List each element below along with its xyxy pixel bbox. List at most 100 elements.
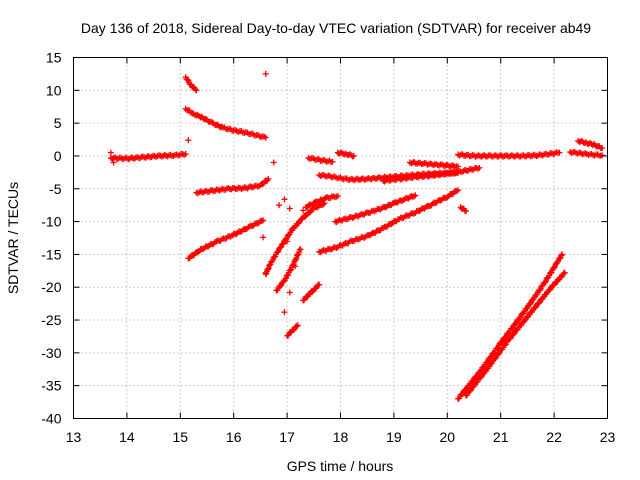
data-point	[262, 269, 269, 276]
data-point	[334, 192, 341, 199]
data-point	[412, 192, 419, 199]
series-track-9	[302, 192, 341, 211]
x-tick-label: 20	[440, 429, 456, 445]
data-point	[259, 181, 266, 188]
x-tick-label: 13	[66, 429, 82, 445]
data-point	[469, 378, 476, 385]
x-tick-label: 19	[386, 429, 402, 445]
y-axis-title: SDTVAR / TECUs	[5, 182, 21, 294]
data-point	[382, 224, 389, 231]
data-point	[453, 188, 460, 195]
series-track-18	[457, 204, 469, 215]
x-tick-label: 18	[333, 429, 349, 445]
data-point	[292, 263, 299, 270]
data-point	[501, 341, 508, 348]
data-point	[316, 281, 323, 288]
y-tick-label: -20	[41, 279, 61, 295]
data-point	[193, 87, 200, 94]
x-tick-label: 14	[119, 429, 135, 445]
data-point	[416, 208, 423, 215]
data-point	[294, 322, 301, 329]
data-point	[437, 197, 444, 204]
data-point	[458, 391, 465, 398]
data-point	[184, 76, 191, 83]
data-point	[535, 300, 542, 307]
data-point	[277, 282, 284, 289]
series-track-3	[193, 175, 272, 197]
x-tick-label: 23	[600, 429, 616, 445]
data-point	[294, 252, 301, 259]
data-point	[506, 335, 513, 342]
series-track-0	[107, 150, 189, 163]
ticks	[73, 57, 608, 419]
data-point	[260, 217, 267, 224]
data-point	[550, 264, 557, 271]
data-point	[192, 86, 199, 93]
y-tick-label: -25	[41, 312, 61, 328]
data-point	[382, 204, 389, 211]
data-point	[182, 150, 189, 157]
data-point	[599, 152, 606, 159]
y-tick-label: -15	[41, 246, 61, 262]
series-track-5	[262, 200, 328, 278]
y-tick-label: -40	[41, 411, 61, 427]
data-point	[209, 119, 216, 126]
data-point	[279, 241, 286, 248]
series-track-13	[316, 187, 461, 256]
data-point	[410, 193, 417, 200]
series-track-14	[334, 149, 357, 160]
x-tick-labels: 13 14 15 16 17 18 19 20 21 22 23	[66, 429, 616, 445]
data-point	[206, 242, 213, 249]
data-point	[556, 149, 563, 156]
series-track-7	[284, 322, 301, 339]
data-point	[258, 217, 265, 224]
x-tick-label: 16	[226, 429, 242, 445]
data-point	[512, 320, 519, 327]
x-tick-label: 15	[173, 429, 189, 445]
data-point	[276, 202, 283, 209]
data-point	[558, 252, 565, 259]
y-tick-label: 5	[54, 115, 62, 131]
data-point	[286, 205, 293, 212]
series-track-17	[454, 149, 563, 160]
y-tick-label: 0	[54, 148, 62, 164]
series-track-16	[406, 159, 461, 171]
data-point	[265, 175, 272, 182]
data-point	[300, 207, 307, 214]
data-point	[348, 152, 355, 159]
data-point	[483, 359, 490, 366]
x-tick-label: 17	[279, 429, 295, 445]
data-point	[462, 208, 469, 215]
data-point	[329, 158, 336, 165]
data-point	[199, 246, 206, 253]
data-point	[199, 115, 206, 122]
data-point	[284, 238, 291, 245]
data-point	[559, 251, 566, 258]
data-point	[546, 287, 553, 294]
data-point	[287, 267, 294, 274]
y-tick-label: 15	[46, 50, 62, 66]
data-point	[493, 345, 500, 352]
data-point	[491, 355, 498, 362]
data-point	[293, 323, 300, 330]
data-point	[281, 196, 288, 203]
data-point	[498, 339, 505, 346]
series-track-2	[182, 74, 200, 94]
data-point	[429, 200, 436, 207]
data-point	[270, 159, 277, 166]
data-point	[454, 187, 461, 194]
data-point	[274, 249, 281, 256]
data-point	[260, 234, 267, 241]
series-track-20	[462, 269, 568, 399]
y-tick-label: -35	[41, 378, 61, 394]
data-point	[477, 374, 484, 381]
series-track-6	[273, 246, 304, 294]
data-point	[262, 70, 269, 77]
data-point	[297, 246, 304, 253]
data-point	[286, 289, 293, 296]
series-track-10	[305, 154, 336, 165]
data-marks	[107, 70, 606, 402]
y-tick-labels: 15 10 5 0 -5 -10 -15 -20 -25 -30 -35 -40	[41, 50, 61, 427]
chart-title: Day 136 of 2018, Sidereal Day-to-day VTE…	[81, 20, 591, 36]
